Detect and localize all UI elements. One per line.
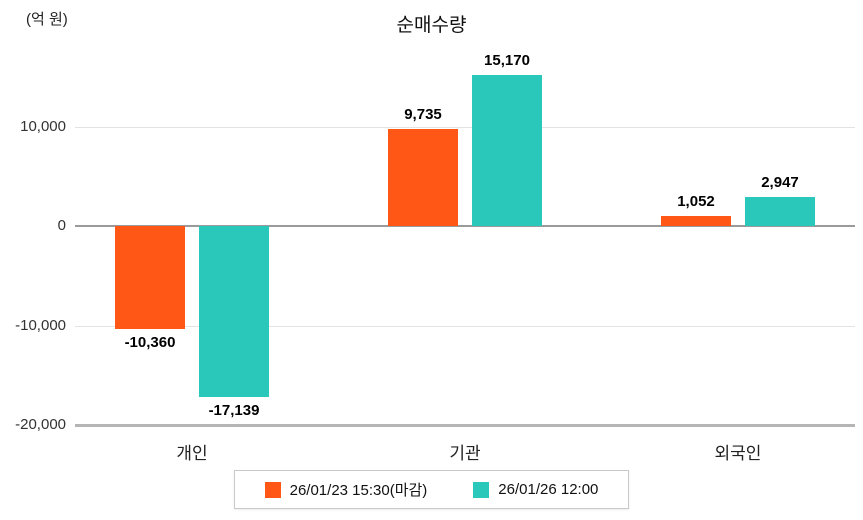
y-axis-unit-label: (억 원): [26, 11, 68, 28]
bar-value-label: 15,170: [484, 52, 530, 70]
bar-value-label: 2,947: [761, 173, 799, 191]
chart-title: 순매수량: [396, 15, 467, 36]
legend: 26/01/23 15:30(마감) 26/01/26 12:00: [233, 470, 630, 509]
x-category-label-외국인: 외국인: [714, 444, 762, 463]
y-tick-label: -10,000: [15, 316, 66, 334]
legend-swatch-teal-icon: [473, 481, 490, 498]
bar-series1-외국인: [661, 215, 731, 227]
x-category-label-개인: 개인: [176, 444, 208, 463]
gridline--20000: [75, 424, 855, 427]
y-tick-label: -20,000: [15, 416, 66, 433]
gridline--10000: [75, 325, 855, 327]
bar-series2-외국인: [745, 196, 815, 227]
legend-wrap: 26/01/23 15:30(마감) 26/01/26 12:00: [0, 470, 863, 509]
bar-series1-개인: [115, 226, 185, 330]
legend-label-series-2: 26/01/26 12:00: [498, 481, 599, 498]
bar-series2-기관: [472, 75, 542, 227]
y-tick-label: 0: [57, 217, 66, 235]
bar-series2-개인: [199, 226, 269, 397]
gridline-0: [75, 225, 855, 228]
legend-label-series-1: 26/01/23 15:30(마감): [289, 482, 428, 499]
bar-value-label: 1,052: [677, 192, 715, 210]
bar-value-label: -17,139: [208, 401, 260, 419]
plot-area: -10,360 -17,139 9,735 15,170 1,052 2,947: [75, 52, 855, 427]
bar-value-label: -10,360: [124, 334, 176, 352]
legend-item-series-2: 26/01/26 12:00: [473, 481, 598, 498]
legend-swatch-orange-icon: [264, 481, 281, 498]
legend-item-series-1: 26/01/23 15:30(마감): [264, 479, 428, 500]
gridline-10000: [75, 126, 855, 128]
bar-value-label: 9,735: [404, 106, 442, 124]
bar-series1-기관: [388, 129, 458, 227]
y-tick-label: 10,000: [20, 117, 66, 135]
x-category-label-기관: 기관: [449, 444, 481, 463]
